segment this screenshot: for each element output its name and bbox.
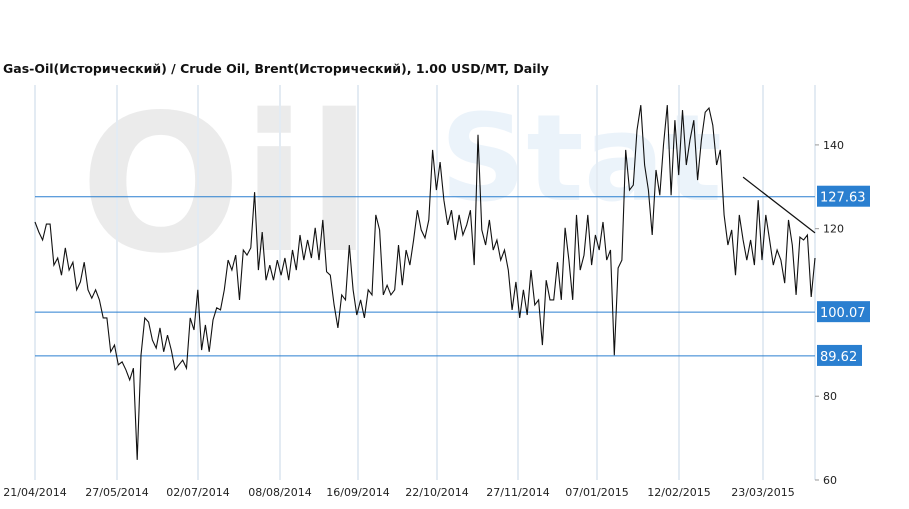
price-line <box>34 105 816 460</box>
trendline <box>742 176 816 234</box>
x-tick-label: 21/04/2014 <box>3 486 66 499</box>
y-tick-label: 120 <box>823 223 844 236</box>
level-label: 127.63 <box>820 191 866 206</box>
watermark-stat: Stat <box>440 90 722 229</box>
x-tick-label: 07/01/2015 <box>565 486 628 499</box>
level-badge <box>817 185 870 207</box>
level-label: 100.07 <box>820 306 866 321</box>
x-tick-label: 16/09/2014 <box>326 486 389 499</box>
x-tick-label: 02/07/2014 <box>166 486 229 499</box>
level-badge <box>817 301 870 323</box>
watermark-oil: Oil <box>80 74 372 295</box>
y-tick-label: 80 <box>823 390 837 403</box>
watermark: Oil Stat <box>80 74 722 295</box>
x-tick-label: 23/03/2015 <box>731 486 794 499</box>
x-tick-label: 27/05/2014 <box>85 486 148 499</box>
x-tick-label: 08/08/2014 <box>248 486 311 499</box>
level-label: 89.62 <box>820 350 857 365</box>
y-tick-label: 140 <box>823 139 844 152</box>
x-tick-label: 22/10/2014 <box>405 486 468 499</box>
chart-title: Gas-Oil(Исторический) / Crude Oil, Brent… <box>3 61 549 76</box>
y-tick-label: 60 <box>823 474 837 487</box>
x-tick-label: 27/11/2014 <box>486 486 549 499</box>
x-tick-label: 12/02/2015 <box>647 486 710 499</box>
level-badge <box>817 344 862 366</box>
